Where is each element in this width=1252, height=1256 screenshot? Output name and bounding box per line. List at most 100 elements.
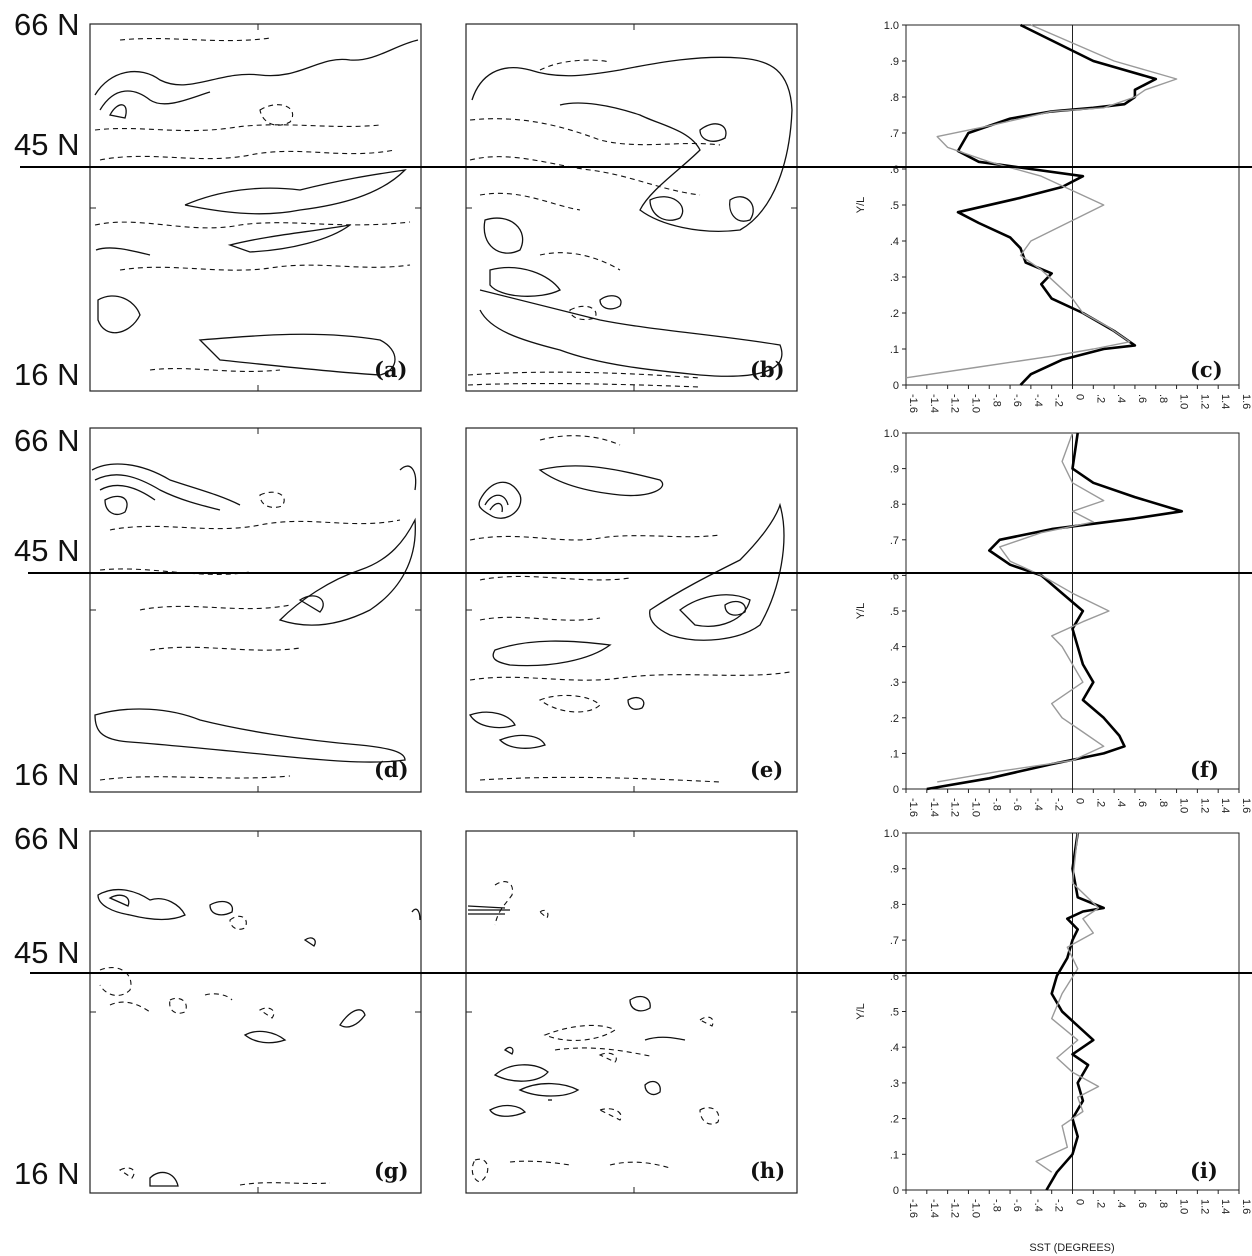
contours-panel-d <box>91 463 417 763</box>
series-line-thin <box>905 24 1178 379</box>
y-tick-label: .5 <box>890 606 899 618</box>
y-tick-label: .4 <box>890 642 899 654</box>
y-tick-label: .1 <box>890 1149 899 1161</box>
y-tick-label: .6 <box>890 164 899 176</box>
panel-label-d: (d) <box>374 757 409 782</box>
x-tick-label: 1.4 <box>1219 394 1231 409</box>
x-tick-label: -.2 <box>1053 1199 1065 1212</box>
y-tick-label: .8 <box>890 899 899 911</box>
x-axis-label-chart-i: SST (DEGREES) <box>1029 1242 1114 1254</box>
y-axis-label: Y/L <box>855 197 867 214</box>
y-tick-label: .8 <box>890 499 899 511</box>
x-tick-label: -1.2 <box>949 394 961 413</box>
x-tick-label: .4 <box>1115 394 1127 403</box>
x-tick-label: 1.0 <box>1178 798 1190 813</box>
contours-panel-g <box>97 888 421 1187</box>
y-tick-label: .9 <box>890 864 899 876</box>
series-line-thick <box>956 23 1158 386</box>
y-tick-label: .9 <box>890 464 899 476</box>
y-tick-label: .2 <box>890 713 899 725</box>
y-tick-label: .1 <box>890 748 899 760</box>
x-tick-label: 0 <box>1074 394 1086 400</box>
y-tick-label: .6 <box>890 570 899 582</box>
x-tick-label: -.2 <box>1053 394 1065 407</box>
x-tick-label: .6 <box>1136 1199 1148 1208</box>
map-panel-g <box>89 830 422 1194</box>
x-tick-label: .2 <box>1094 394 1106 403</box>
series-line-thick <box>1045 832 1105 1191</box>
x-tick-label: 0 <box>1074 798 1086 804</box>
x-tick-label: -.2 <box>1053 798 1065 811</box>
y-tick-label: .4 <box>890 1042 899 1054</box>
panel-label-f: (f) <box>1190 757 1219 782</box>
panel-label-i: (i) <box>1190 1158 1218 1183</box>
x-tick-label: .8 <box>1157 798 1169 807</box>
y-tick-label: 0 <box>893 1185 899 1197</box>
contours-panel-e <box>469 465 785 749</box>
y-tick-label: .3 <box>890 272 899 284</box>
y-tick-label: 0 <box>893 380 899 392</box>
x-tick-label: -.4 <box>1032 798 1044 811</box>
x-tick-label: 0 <box>1074 1199 1086 1205</box>
y-tick-label: .8 <box>890 92 899 104</box>
x-tick-label: 1.0 <box>1178 394 1190 409</box>
x-tick-label: -1.2 <box>949 798 961 817</box>
y-tick-label: .6 <box>890 971 899 983</box>
lat-label-north-row2: 66 N <box>14 423 79 458</box>
panel-label-e: (e) <box>750 757 783 782</box>
panel-label-g: (g) <box>374 1158 409 1183</box>
x-tick-label: -1.4 <box>928 1199 940 1218</box>
y-tick-label: .7 <box>890 535 899 547</box>
x-tick-label: -.6 <box>1011 798 1023 811</box>
x-tick-label: -.4 <box>1032 1199 1044 1212</box>
x-tick-label: -1.6 <box>907 394 919 413</box>
x-tick-label: -.8 <box>990 394 1002 407</box>
map-panel-h <box>465 830 798 1194</box>
x-tick-label: -.6 <box>1011 1199 1023 1212</box>
y-axis-label: Y/L <box>855 1003 867 1020</box>
x-tick-label: .4 <box>1115 1199 1127 1208</box>
y-tick-label: .4 <box>890 236 899 248</box>
lat-label-mid-row1: 45 N <box>14 127 79 162</box>
x-tick-label: 1.4 <box>1219 798 1231 813</box>
x-tick-label: -.8 <box>990 1199 1002 1212</box>
x-tick-label: .4 <box>1115 798 1127 807</box>
y-tick-label: 1.0 <box>884 20 899 32</box>
series-line-thin <box>937 432 1110 783</box>
panel-label-h: (h) <box>750 1158 785 1183</box>
sst-profile-chart-f: 0 .1 .2 .3 .4 .5 .6 .7 .8 .9 1.0 -1.6 -1.4 -1.2 -1.0 -.… <box>855 428 1252 817</box>
map-panel-e <box>465 427 798 793</box>
contours-panel-a <box>94 39 419 376</box>
lat-label-north-row3: 66 N <box>14 821 79 856</box>
y-tick-label: .2 <box>890 1114 899 1126</box>
lat-label-mid-row2: 45 N <box>14 533 79 568</box>
y-tick-label: .9 <box>890 56 899 68</box>
x-tick-label: -.4 <box>1032 394 1044 407</box>
x-tick-label: .2 <box>1094 1199 1106 1208</box>
x-tick-label: .8 <box>1157 1199 1169 1208</box>
x-tick-label: 1.6 <box>1240 798 1252 813</box>
sst-profile-chart-i: 0 .1 .2 .3 .4 .5 .6 .7 .8 .9 1.0 -1.6 -1.4 -1.2 -1.0 -.… <box>855 828 1252 1218</box>
x-tick-label: 1.4 <box>1219 1199 1231 1214</box>
x-tick-label: -1.0 <box>969 394 981 413</box>
y-tick-label: .3 <box>890 677 899 689</box>
x-tick-label: 1.2 <box>1198 1199 1210 1214</box>
x-tick-label: -.6 <box>1011 394 1023 407</box>
x-tick-label: -1.0 <box>969 1199 981 1218</box>
y-tick-label: .3 <box>890 1078 899 1090</box>
lat-label-south-row2: 16 N <box>14 757 79 792</box>
y-tick-label: 0 <box>893 784 899 796</box>
x-tick-label: 1.6 <box>1240 1199 1252 1214</box>
lat-label-mid-row3: 45 N <box>14 935 79 970</box>
x-tick-label: -1.4 <box>928 394 940 413</box>
y-tick-label: 1.0 <box>884 428 899 440</box>
series-line-thick <box>926 432 1184 791</box>
y-tick-label: .7 <box>890 935 899 947</box>
y-axis-label: Y/L <box>855 603 867 620</box>
x-tick-label: -1.0 <box>969 798 981 817</box>
x-tick-label: 1.6 <box>1240 394 1252 409</box>
x-tick-label: 1.0 <box>1178 1199 1190 1214</box>
panel-label-a: (a) <box>374 357 407 382</box>
panel-label-b: (b) <box>750 357 785 382</box>
x-tick-label: .6 <box>1136 798 1148 807</box>
